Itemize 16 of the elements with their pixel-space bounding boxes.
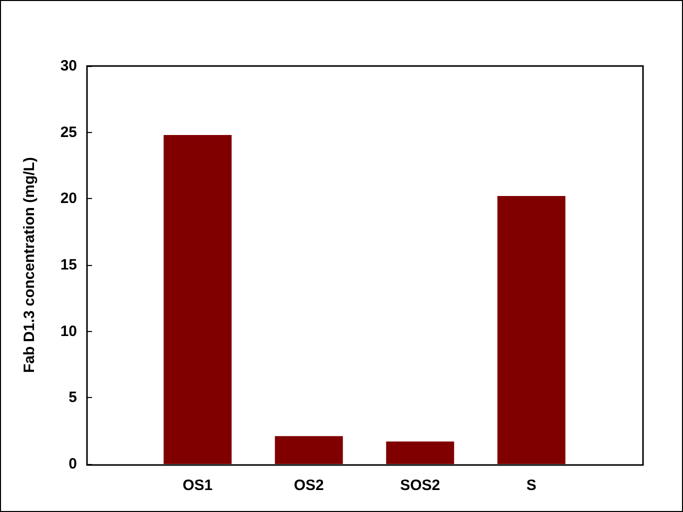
y-tick-label: 0 (68, 456, 77, 472)
y-tick-label: 15 (60, 256, 77, 274)
x-tick-label: OS1 (182, 477, 213, 494)
y-tick-label: 30 (60, 58, 77, 74)
y-axis-title: Fab D1.3 concentration (mg/L) (21, 157, 38, 373)
y-tick-label: 10 (60, 322, 77, 340)
x-tick-label: S (526, 477, 536, 494)
bar (386, 441, 454, 464)
bar (274, 436, 343, 464)
bar (164, 134, 232, 464)
x-tick-label: OS2 (294, 477, 324, 494)
bar (497, 196, 566, 464)
x-tick-label: SOS2 (400, 477, 440, 494)
y-tick-label: 25 (60, 124, 77, 141)
y-tick-label: 5 (68, 389, 77, 406)
y-tick-label: 20 (60, 190, 77, 208)
